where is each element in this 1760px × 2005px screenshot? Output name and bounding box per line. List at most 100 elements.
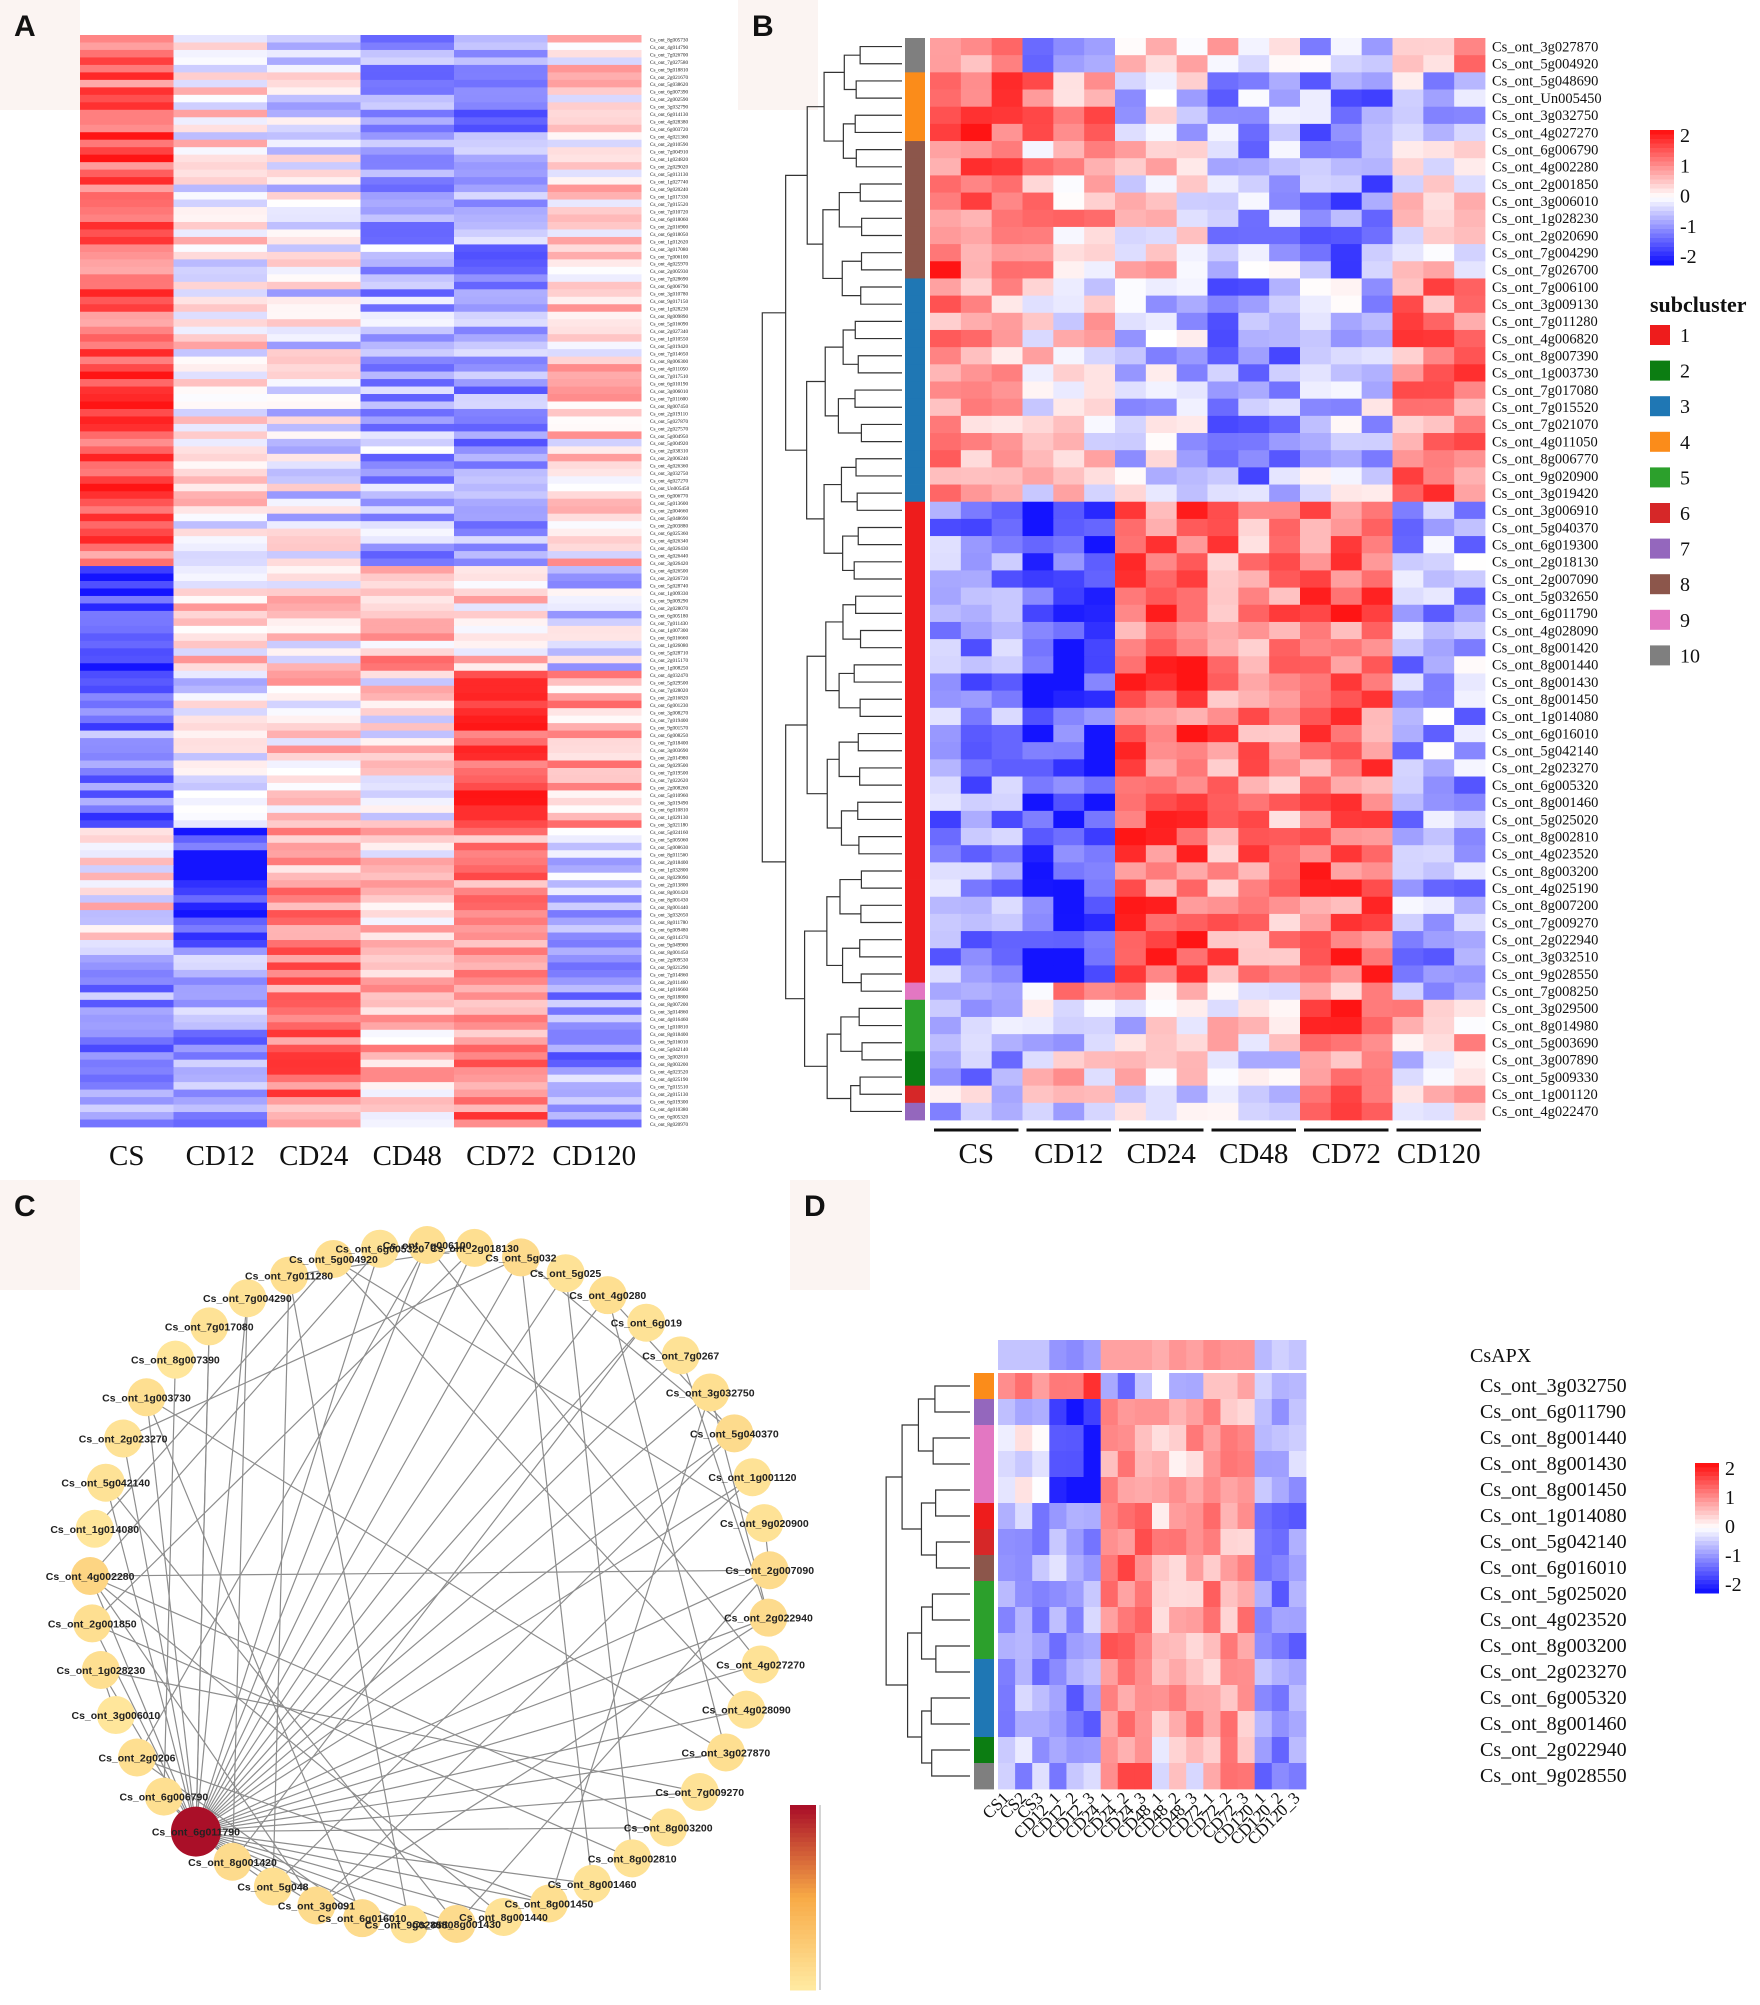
heatmap-cell (1176, 484, 1208, 503)
heatmap-cell (1115, 673, 1147, 692)
heatmap-cell (1330, 450, 1363, 468)
heatmap-cell (1220, 1451, 1238, 1478)
heatmap-cell (1392, 484, 1424, 503)
heatmap-cell (454, 723, 548, 731)
heatmap-cell (80, 431, 174, 440)
heatmap-cell (173, 700, 268, 709)
heatmap-cell (80, 588, 174, 597)
heatmap-cell (1115, 759, 1147, 777)
row-label: Cs_ont_3g026420 (650, 561, 688, 567)
heatmap-cell (1330, 1016, 1363, 1035)
legend-label: 3 (1680, 396, 1690, 418)
heatmap-cell (454, 476, 548, 485)
heatmap-cell (1049, 1451, 1067, 1478)
subcluster-bar (905, 982, 925, 1001)
heatmap-cell (547, 723, 642, 731)
heatmap-cell (1238, 209, 1270, 228)
heatmap-cell (547, 438, 642, 447)
row-label: Cs_ont_2g027570 (650, 426, 688, 432)
heatmap-cell (991, 329, 1023, 348)
heatmap-cell (454, 1014, 548, 1023)
row-label: Cs_ont_5g013600 (650, 501, 688, 507)
heatmap-cell (1330, 707, 1363, 726)
heatmap-cell (1238, 278, 1270, 297)
row-label: Cs_ont_6g006790 (1492, 142, 1598, 158)
heatmap-cell (1176, 793, 1208, 812)
heatmap-cell (267, 326, 361, 335)
dendrogram-branch (806, 655, 828, 795)
heatmap-cell (267, 236, 361, 245)
heatmap-cell (1254, 1373, 1273, 1400)
heatmap-cell (454, 610, 548, 619)
heatmap-cell (991, 931, 1023, 949)
heatmap-cell (1066, 1659, 1084, 1686)
heatmap-cell (80, 566, 174, 574)
heatmap-cell (454, 401, 548, 410)
heatmap-cell (1330, 364, 1363, 382)
network-node (314, 1239, 353, 1278)
row-label: Cs_ont_2g011460 (650, 980, 688, 986)
heatmap-cell (173, 379, 268, 387)
heatmap-cell (1361, 570, 1393, 588)
row-label: Cs_ont_6g025360 (650, 531, 688, 537)
dendrogram-branch (857, 801, 902, 821)
heatmap-cell (1330, 690, 1363, 709)
heatmap-cell (1084, 89, 1116, 108)
heatmap-cell (267, 506, 361, 515)
heatmap-cell (1066, 1581, 1084, 1608)
row-label: Cs_ont_5g004950 (650, 434, 688, 440)
heatmap-cell (1392, 1051, 1424, 1069)
heatmap-cell (1053, 690, 1085, 709)
heatmap-cell (1454, 862, 1486, 880)
heatmap-cell (360, 640, 455, 649)
heatmap-cell (1084, 295, 1116, 314)
heatmap-cell (1300, 467, 1332, 485)
heatmap-cell (360, 109, 455, 118)
heatmap-cell (1117, 1503, 1136, 1530)
heatmap-cell (1288, 1425, 1307, 1452)
heatmap-cell (1176, 106, 1208, 125)
dendrogram-branch (840, 466, 858, 503)
heatmap-cell (360, 192, 455, 200)
heatmap-cell (1454, 72, 1486, 90)
heatmap-cell (1145, 742, 1178, 760)
colorbar-step (1650, 139, 1674, 144)
heatmap-cell (1269, 724, 1301, 743)
heatmap-cell (1330, 518, 1363, 537)
heatmap-cell (173, 491, 268, 500)
heatmap-cell (547, 177, 642, 185)
heatmap-cell (1152, 1529, 1170, 1556)
row-label: Cs_ont_3g014860 (650, 1010, 688, 1016)
heatmap-cell (173, 513, 268, 522)
heatmap-cell (1152, 1659, 1170, 1686)
heatmap-cell (1084, 948, 1116, 966)
heatmap-cell (173, 1097, 268, 1105)
network-node (627, 1303, 666, 1342)
heatmap-cell (1115, 879, 1147, 898)
column-label: CD24 (279, 1140, 349, 1172)
heatmap-cell (1361, 742, 1393, 760)
heatmap-cell (1115, 536, 1147, 554)
heatmap-cell (173, 947, 268, 956)
heatmap-cell (1053, 209, 1085, 228)
network-colorbar-step (790, 1865, 816, 1871)
heatmap-cell (1145, 862, 1178, 880)
heatmap-cell (1032, 1633, 1050, 1660)
heatmap-cell (930, 879, 962, 898)
heatmap-cell (173, 319, 268, 328)
row-label: Cs_ont_2g018130 (1492, 555, 1598, 571)
heatmap-cell (173, 49, 268, 58)
heatmap-cell (1361, 828, 1393, 846)
heatmap-cell (1015, 1529, 1033, 1556)
dendrogram-branch (838, 741, 860, 778)
heatmap-cell (1361, 518, 1393, 537)
heatmap-cell (547, 64, 642, 73)
heatmap-cell (1300, 1051, 1332, 1069)
row-label: Cs_ont_7g028690 (650, 277, 688, 283)
heatmap-cell (1207, 828, 1239, 846)
heatmap-cell (80, 72, 174, 81)
heatmap-cell (454, 992, 548, 1001)
heatmap-cell (1269, 295, 1301, 314)
heatmap-cell (1022, 141, 1054, 159)
heatmap-cell (360, 648, 455, 657)
